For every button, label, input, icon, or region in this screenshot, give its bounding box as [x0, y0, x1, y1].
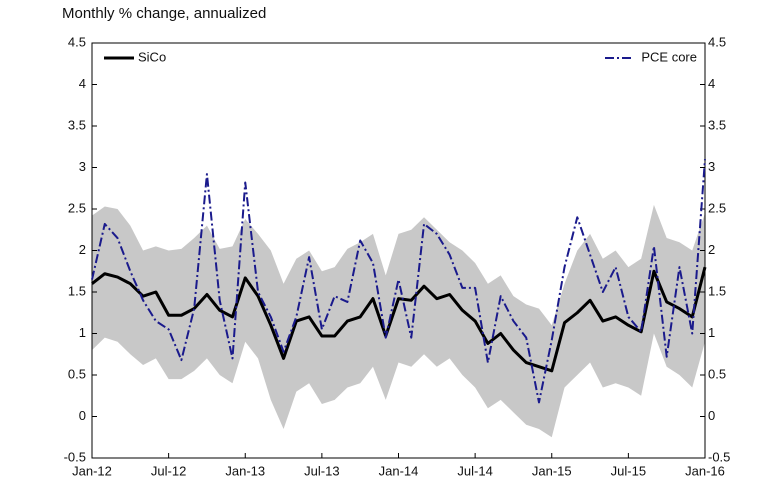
- y2-tick-label: 0.5: [708, 366, 726, 381]
- y2-tick-label: 4.5: [708, 34, 726, 49]
- series-line: [91, 159, 706, 404]
- x-tick-label: Jan-13: [225, 463, 265, 478]
- x-tick-label: Jul-13: [304, 463, 339, 478]
- legend-entry: PCE core: [605, 49, 697, 64]
- y2-tick-label: 2.5: [708, 200, 726, 215]
- y-tick-label: 3.5: [68, 117, 86, 132]
- y-tick-label: -0.5: [64, 449, 86, 464]
- y-tick-label: 4.5: [68, 34, 86, 49]
- x-tick-label: Jan-14: [379, 463, 419, 478]
- legend-label: SiCo: [138, 49, 166, 64]
- y2-tick-label: 3.5: [708, 117, 726, 132]
- x-tick-label: Jul-15: [611, 463, 646, 478]
- band-area: [92, 204, 705, 438]
- y2-tick-label: 3: [708, 159, 715, 174]
- y2-tick-label: 1.5: [708, 283, 726, 298]
- y-tick-label: 3: [79, 159, 86, 174]
- y-tick-label: 0: [79, 408, 86, 423]
- y-tick-label: 2: [79, 242, 86, 257]
- y2-tick-label: 0: [708, 408, 715, 423]
- y2-tick-label: 2: [708, 242, 715, 257]
- x-tick-label: Jan-16: [685, 463, 725, 478]
- legend-entry: SiCo: [104, 49, 166, 64]
- y2-tick-label: 1: [708, 325, 715, 340]
- legend-label: PCE core: [641, 49, 697, 64]
- y-tick-label: 1.5: [68, 283, 86, 298]
- chart-title: Monthly % change, annualized: [62, 5, 266, 22]
- series-line: [91, 266, 707, 373]
- y2-tick-label: -0.5: [708, 449, 730, 464]
- x-tick-label: Jan-12: [72, 463, 112, 478]
- y-tick-label: 1: [79, 325, 86, 340]
- x-tick-label: Jul-12: [151, 463, 186, 478]
- y-tick-label: 0.5: [68, 366, 86, 381]
- x-tick-label: Jul-14: [457, 463, 492, 478]
- x-tick-label: Jan-15: [532, 463, 572, 478]
- y2-tick-label: 4: [708, 76, 715, 91]
- y-tick-label: 2.5: [68, 200, 86, 215]
- y-tick-label: 4: [79, 76, 86, 91]
